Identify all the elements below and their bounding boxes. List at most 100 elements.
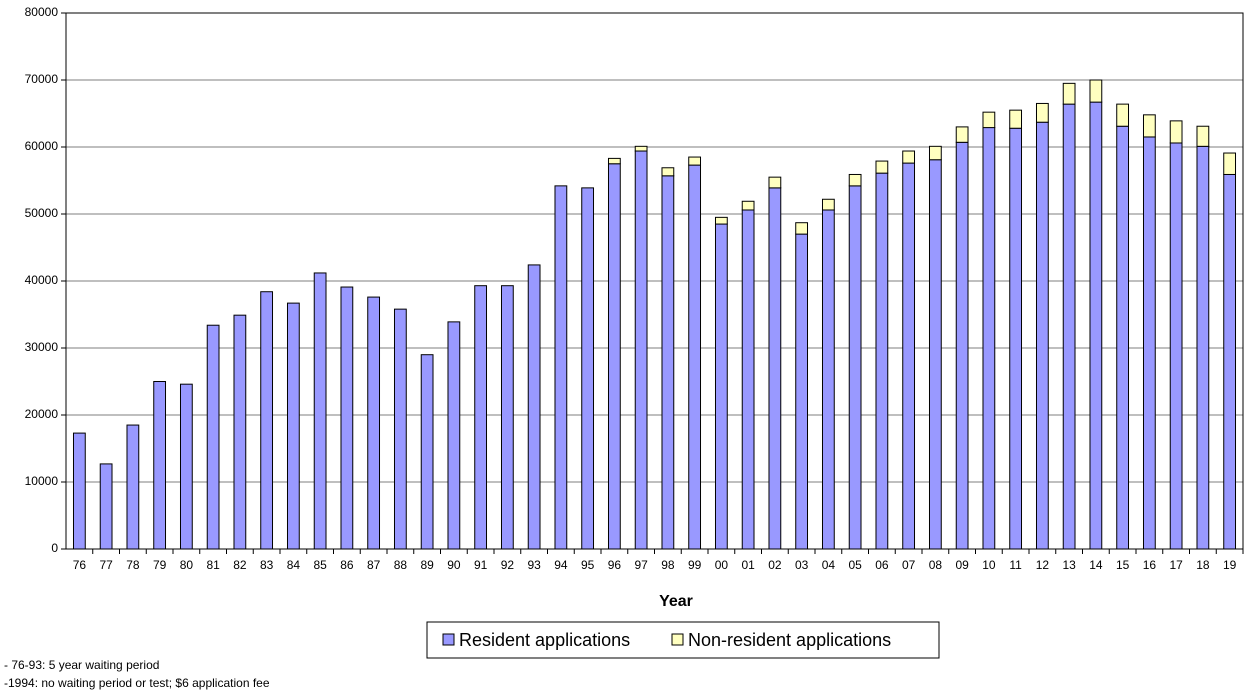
x-tick-label: 19 xyxy=(1223,558,1237,572)
bar-segment xyxy=(286,302,300,550)
x-tick-label: 07 xyxy=(902,558,916,572)
x-tick-label: 78 xyxy=(126,558,140,572)
legend-label: Non-resident applications xyxy=(688,630,891,650)
bar-segment xyxy=(126,424,140,550)
bar-segment xyxy=(848,185,862,550)
y-tick-label: 70000 xyxy=(25,72,59,86)
x-tick-label: 13 xyxy=(1062,558,1076,572)
bar-segment xyxy=(875,172,889,550)
note: -1994: no waiting period or test; $6 app… xyxy=(4,676,270,690)
bar-segment xyxy=(500,285,514,550)
x-tick-label: 06 xyxy=(875,558,889,572)
bar-segment xyxy=(821,198,835,211)
bar-segment xyxy=(1062,103,1076,550)
bar-segment xyxy=(1223,152,1237,175)
bar-segment xyxy=(1116,125,1130,550)
x-tick-label: 88 xyxy=(394,558,408,572)
bar-segment xyxy=(420,354,434,550)
bar-segment xyxy=(72,432,86,550)
bar-segment xyxy=(1142,114,1156,138)
bar-segment xyxy=(179,383,193,550)
bar-segment xyxy=(821,209,835,550)
x-tick-label: 76 xyxy=(73,558,87,572)
bar-segment xyxy=(688,164,702,550)
bar-segment xyxy=(928,159,942,550)
x-tick-label: 02 xyxy=(768,558,782,572)
note: - 76-93: 5 year waiting period xyxy=(4,658,159,672)
bar-segment xyxy=(607,163,621,550)
x-tick-label: 83 xyxy=(260,558,274,572)
bar-segment xyxy=(206,324,220,550)
bar-segment xyxy=(474,285,488,550)
bar-segment xyxy=(875,160,889,174)
bar-segment xyxy=(1089,79,1103,103)
bar-segment xyxy=(902,162,916,550)
legend-label: Resident applications xyxy=(459,630,630,650)
x-tick-label: 09 xyxy=(955,558,969,572)
bar-segment xyxy=(768,187,782,550)
y-tick-label: 30000 xyxy=(25,340,59,354)
bar-segment xyxy=(1223,173,1237,550)
bar-segment xyxy=(741,200,755,211)
x-tick-label: 82 xyxy=(233,558,247,572)
x-tick-label: 91 xyxy=(474,558,488,572)
bar-segment xyxy=(1089,101,1103,550)
x-tick-label: 18 xyxy=(1196,558,1210,572)
x-tick-label: 10 xyxy=(982,558,996,572)
x-tick-label: 93 xyxy=(527,558,541,572)
bar-segment xyxy=(607,157,621,165)
x-tick-label: 81 xyxy=(206,558,220,572)
bar-segment xyxy=(902,150,916,164)
bar-segment xyxy=(982,111,996,129)
legend-swatch xyxy=(671,633,684,646)
x-tick-label: 03 xyxy=(795,558,809,572)
y-tick-label: 0 xyxy=(51,541,58,555)
bar-segment xyxy=(795,222,809,235)
bar-segment xyxy=(581,187,595,550)
bar-segment xyxy=(260,291,274,550)
bar-segment xyxy=(928,145,942,161)
bar-segment xyxy=(554,185,568,550)
x-tick-label: 14 xyxy=(1089,558,1103,572)
bar-segment xyxy=(661,175,675,550)
bar-segment xyxy=(527,264,541,550)
x-tick-label: 95 xyxy=(581,558,595,572)
bar-segment xyxy=(1009,109,1023,129)
x-tick-label: 85 xyxy=(313,558,327,572)
bar-segment xyxy=(955,126,969,143)
legend: Resident applications Non-resident applic… xyxy=(426,621,940,659)
x-tick-label: 99 xyxy=(688,558,702,572)
x-tick-label: 08 xyxy=(929,558,943,572)
bar-segment xyxy=(99,463,113,550)
bar-segment xyxy=(955,141,969,550)
bar-segment xyxy=(634,145,648,152)
bar-segment xyxy=(233,314,247,550)
x-axis-label: Year xyxy=(659,593,693,610)
x-tick-label: 89 xyxy=(420,558,434,572)
x-tick-label: 12 xyxy=(1036,558,1050,572)
x-tick-label: 15 xyxy=(1116,558,1130,572)
x-tick-label: 11 xyxy=(1009,558,1022,572)
x-tick-label: 90 xyxy=(447,558,461,572)
legend-swatch xyxy=(442,633,455,646)
bar-segment xyxy=(714,216,728,225)
y-tick-label: 40000 xyxy=(25,273,59,287)
bar-segment xyxy=(1009,127,1023,550)
bar-segment xyxy=(153,381,167,550)
x-tick-label: 97 xyxy=(634,558,648,572)
bar-segment xyxy=(1035,121,1049,550)
x-tick-label: 77 xyxy=(99,558,113,572)
bar-segment xyxy=(1062,82,1076,105)
bar-segment xyxy=(1035,102,1049,123)
x-tick-label: 98 xyxy=(661,558,675,572)
x-tick-label: 84 xyxy=(287,558,301,572)
bar-segment xyxy=(768,176,782,189)
x-tick-label: 79 xyxy=(153,558,167,572)
bar-segment xyxy=(714,223,728,550)
bar-segment xyxy=(795,233,809,550)
bar-segment xyxy=(634,150,648,550)
x-tick-label: 16 xyxy=(1143,558,1157,572)
x-tick-label: 86 xyxy=(340,558,354,572)
bar-segment xyxy=(313,272,327,550)
